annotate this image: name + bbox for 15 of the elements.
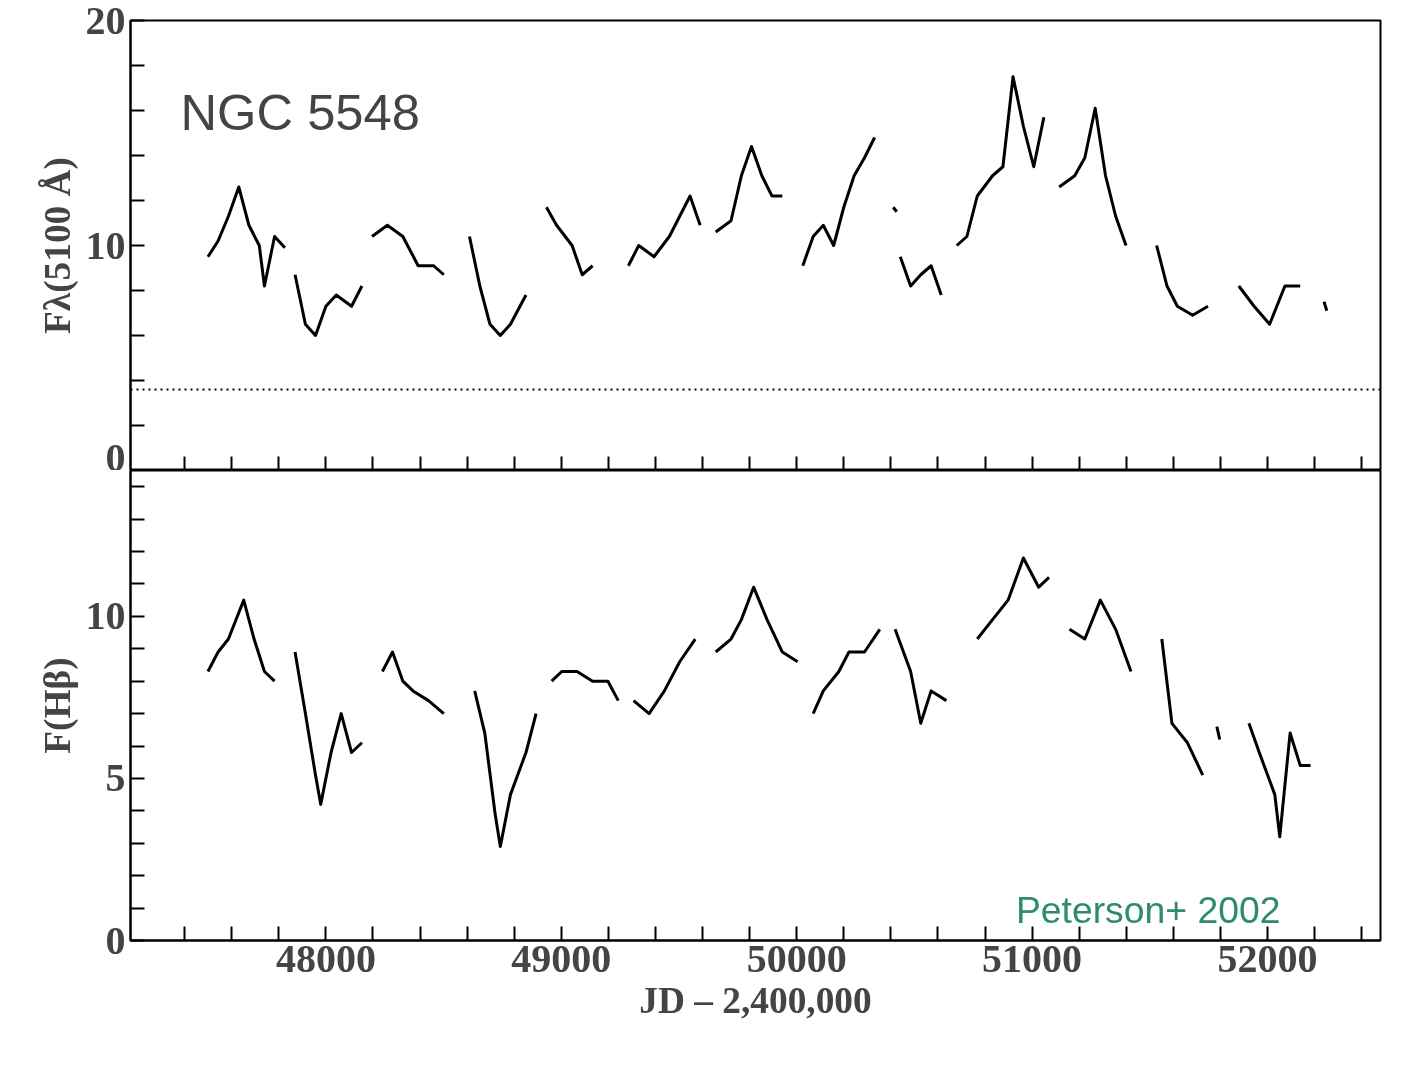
y-tick-label: 10 xyxy=(85,222,126,268)
x-tick-label: 51000 xyxy=(982,935,1083,981)
annotation: NGC 5548 xyxy=(180,83,420,141)
y-tick-label: 0 xyxy=(105,917,126,963)
y-axis-title: F(Hβ) xyxy=(36,657,79,754)
annotation: Peterson+ 2002 xyxy=(1015,888,1281,931)
x-tick-label: 48000 xyxy=(275,935,376,981)
x-tick-label: 52000 xyxy=(1217,935,1318,981)
y-tick-label: 5 xyxy=(105,755,126,801)
x-axis-title: JD – 2,400,000 xyxy=(639,979,872,1021)
x-tick-label: 49000 xyxy=(511,935,612,981)
x-tick-label: 50000 xyxy=(746,935,847,981)
y-tick-label: 20 xyxy=(85,0,126,43)
y-tick-label: 10 xyxy=(85,593,126,639)
y-axis-title: Fλ(5100 Å) xyxy=(36,157,79,334)
